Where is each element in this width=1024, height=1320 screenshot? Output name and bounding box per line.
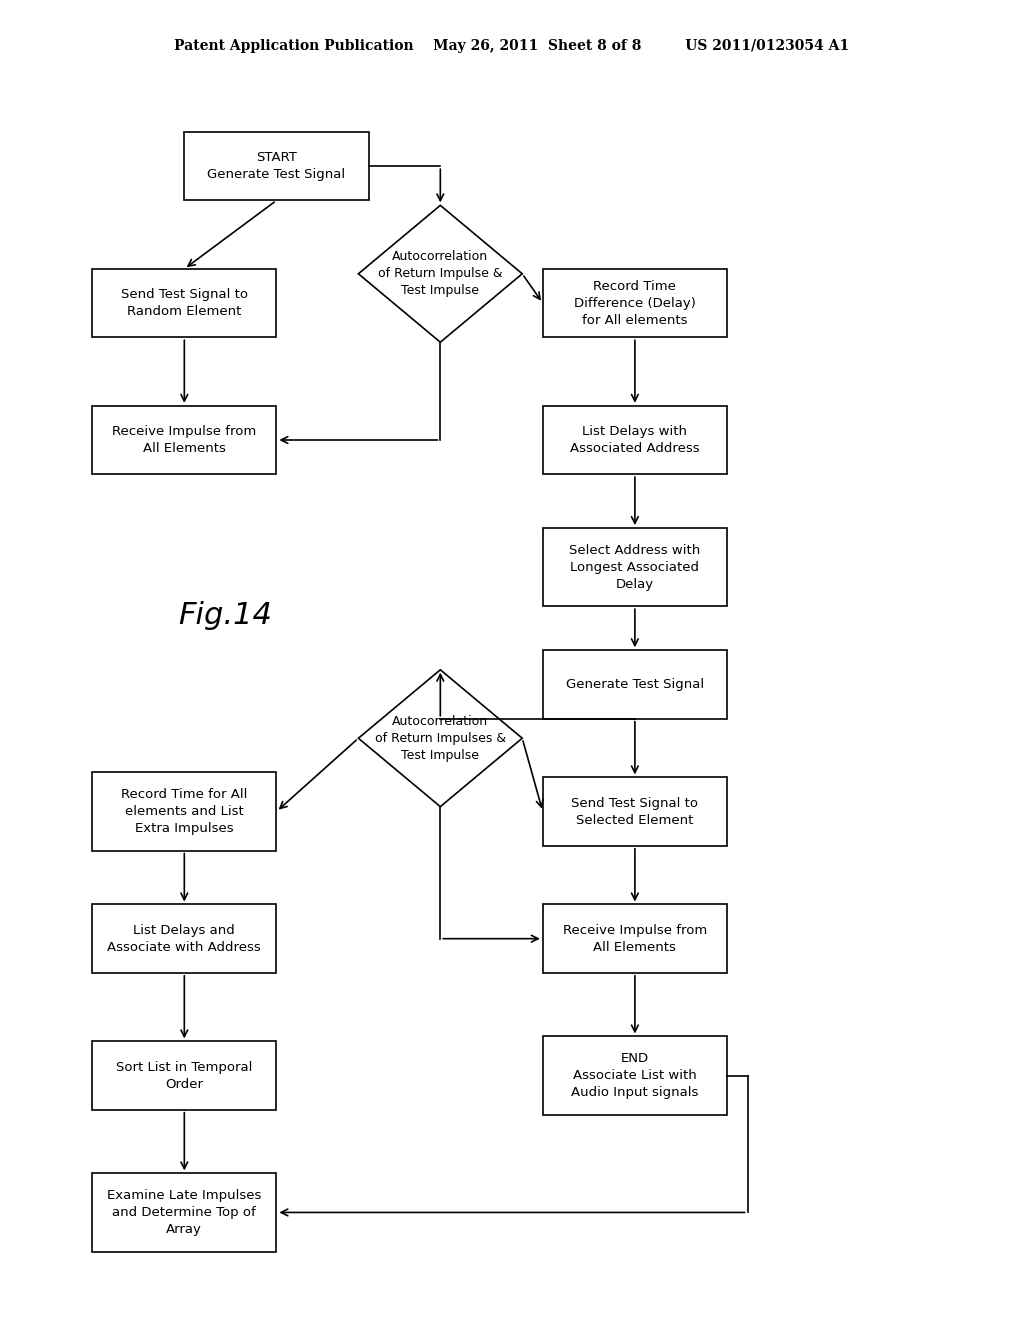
- Text: Fig.14: Fig.14: [178, 602, 272, 631]
- Text: Autocorrelation
of Return Impulse &
Test Impulse: Autocorrelation of Return Impulse & Test…: [378, 251, 503, 297]
- Text: Record Time
Difference (Delay)
for All elements: Record Time Difference (Delay) for All e…: [573, 280, 696, 326]
- Text: Generate Test Signal: Generate Test Signal: [566, 678, 703, 690]
- FancyBboxPatch shape: [92, 772, 276, 850]
- FancyBboxPatch shape: [543, 651, 727, 718]
- Text: List Delays and
Associate with Address: List Delays and Associate with Address: [108, 924, 261, 953]
- Polygon shape: [358, 206, 522, 342]
- FancyBboxPatch shape: [92, 904, 276, 973]
- FancyBboxPatch shape: [543, 405, 727, 474]
- Text: START
Generate Test Signal: START Generate Test Signal: [208, 152, 345, 181]
- FancyBboxPatch shape: [92, 405, 276, 474]
- FancyBboxPatch shape: [543, 777, 727, 846]
- Text: END
Associate List with
Audio Input signals: END Associate List with Audio Input sign…: [571, 1052, 698, 1100]
- Text: List Delays with
Associated Address: List Delays with Associated Address: [570, 425, 699, 455]
- Text: Examine Late Impulses
and Determine Top of
Array: Examine Late Impulses and Determine Top …: [108, 1189, 261, 1236]
- FancyBboxPatch shape: [543, 904, 727, 973]
- Text: Select Address with
Longest Associated
Delay: Select Address with Longest Associated D…: [569, 544, 700, 590]
- FancyBboxPatch shape: [543, 1036, 727, 1114]
- Text: Sort List in Temporal
Order: Sort List in Temporal Order: [116, 1060, 253, 1090]
- FancyBboxPatch shape: [92, 1041, 276, 1110]
- Text: Record Time for All
elements and List
Extra Impulses: Record Time for All elements and List Ex…: [121, 788, 248, 836]
- Text: Autocorrelation
of Return Impulses &
Test Impulse: Autocorrelation of Return Impulses & Tes…: [375, 714, 506, 762]
- Text: Send Test Signal to
Selected Element: Send Test Signal to Selected Element: [571, 796, 698, 826]
- Text: Send Test Signal to
Random Element: Send Test Signal to Random Element: [121, 288, 248, 318]
- Text: Patent Application Publication    May 26, 2011  Sheet 8 of 8         US 2011/012: Patent Application Publication May 26, 2…: [174, 40, 850, 53]
- FancyBboxPatch shape: [543, 528, 727, 606]
- FancyBboxPatch shape: [92, 1173, 276, 1251]
- FancyBboxPatch shape: [184, 132, 369, 201]
- Polygon shape: [358, 669, 522, 807]
- FancyBboxPatch shape: [543, 269, 727, 338]
- Text: Receive Impulse from
All Elements: Receive Impulse from All Elements: [563, 924, 707, 953]
- FancyBboxPatch shape: [92, 269, 276, 338]
- Text: Receive Impulse from
All Elements: Receive Impulse from All Elements: [113, 425, 256, 455]
